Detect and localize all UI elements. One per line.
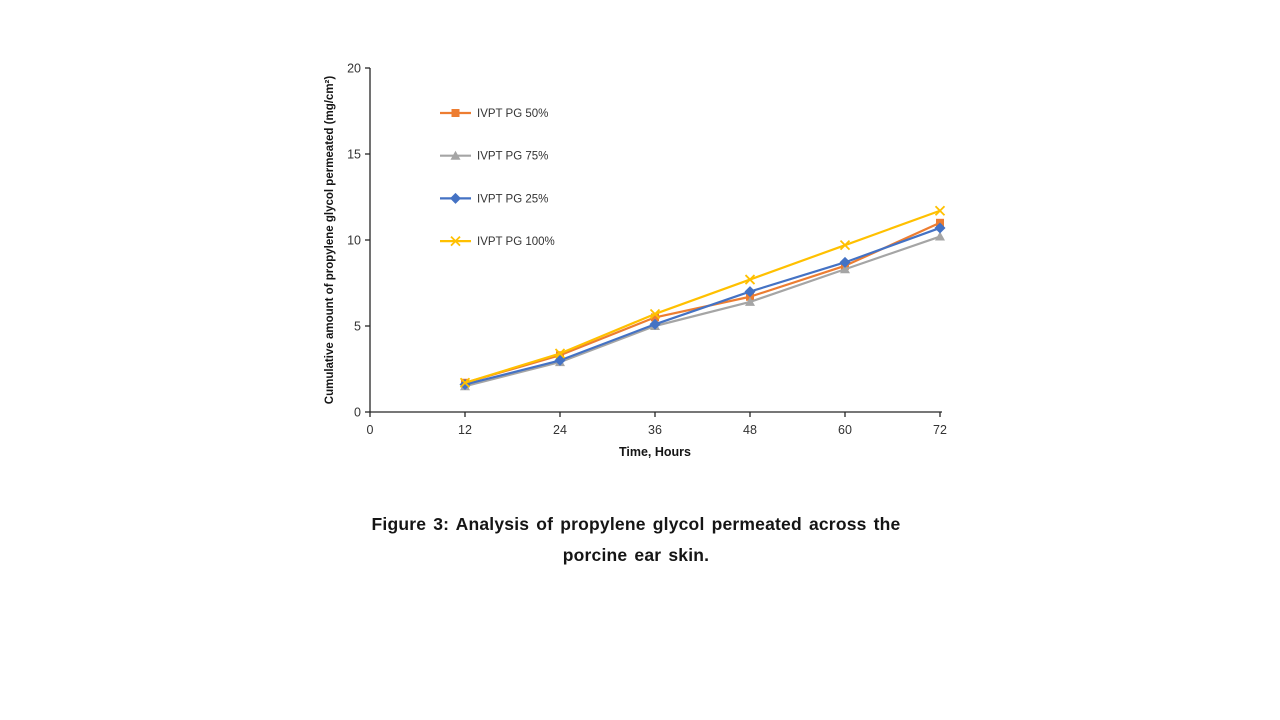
y-axis-tick-label: 5 — [354, 320, 361, 334]
y-axis-title: Cumulative amount of propylene glycol pe… — [324, 76, 336, 405]
y-axis-tick-label: 0 — [354, 406, 361, 420]
series-marker — [554, 348, 566, 359]
legend-marker — [450, 192, 461, 204]
series-marker — [649, 318, 661, 330]
legend-label: IVPT PG 50% — [477, 108, 548, 120]
figure-caption-line2: porcine ear skin. — [562, 545, 710, 565]
x-axis-tick-label: 12 — [458, 423, 472, 437]
series-marker — [554, 354, 566, 366]
y-axis-tick-label: 10 — [347, 234, 361, 248]
x-axis-tick-label: 0 — [367, 423, 374, 437]
series-marker — [744, 286, 756, 298]
legend-marker — [451, 109, 460, 117]
series-marker — [935, 231, 945, 241]
series-line — [464, 209, 941, 384]
series-marker — [744, 274, 756, 285]
x-axis-title: Time, Hours — [619, 445, 691, 459]
series-marker — [651, 313, 659, 322]
legend-label: IVPT PG 100% — [477, 236, 555, 248]
series-marker — [459, 377, 471, 388]
series-marker — [649, 308, 661, 320]
x-axis-tick-label: 72 — [933, 423, 947, 437]
x-axis-tick-label: 36 — [648, 423, 662, 437]
legend-marker — [450, 150, 461, 160]
y-axis-tick-label: 20 — [347, 62, 361, 76]
series-marker — [839, 256, 851, 268]
series-marker — [745, 296, 755, 306]
legend-marker — [450, 235, 461, 247]
series-line — [464, 226, 941, 386]
series-marker — [839, 240, 851, 251]
x-axis-tick-label: 60 — [838, 423, 852, 437]
y-axis-tick-label: 15 — [347, 148, 361, 162]
legend-label: IVPT PG 25% — [477, 193, 548, 205]
series-marker — [934, 222, 946, 234]
series-marker — [934, 205, 946, 216]
legend-label: IVPT PG 75% — [477, 151, 548, 163]
figure-caption-line1: Figure 3: Analysis of propylene glycol p… — [371, 514, 901, 534]
line-chart-svg: 0 5 10 15 20 0 12 24 36 48 60 72 Cumulative amount o… — [324, 62, 947, 460]
series-marker — [840, 264, 850, 274]
figure-caption: Figure 3: Analysis of propylene glycol p… — [320, 509, 952, 571]
x-axis-tick-label: 48 — [743, 423, 757, 437]
series-line — [464, 235, 941, 388]
x-axis-tick-label: 24 — [553, 423, 567, 437]
